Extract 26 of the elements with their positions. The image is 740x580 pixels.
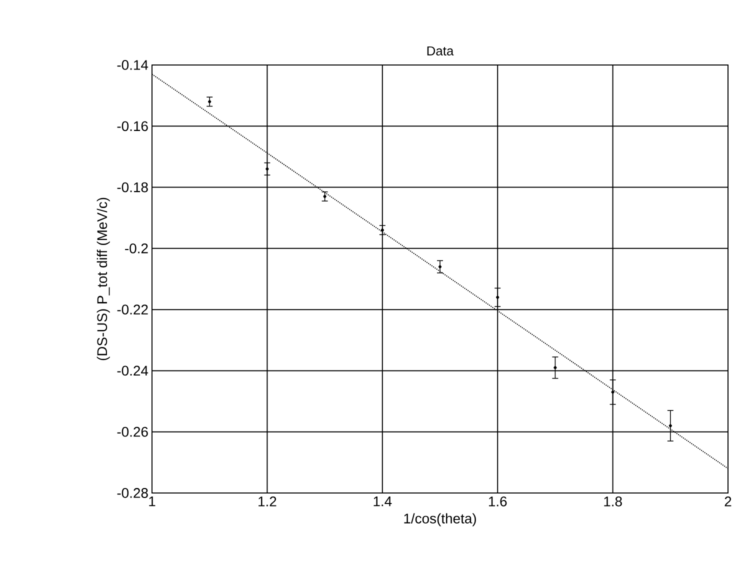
point	[208, 100, 212, 104]
x-tick-label: 2	[724, 496, 732, 506]
point	[323, 194, 326, 198]
y-tick-label: -0.14	[117, 60, 148, 70]
point	[380, 228, 384, 232]
x-tick-label: 1	[149, 496, 156, 506]
y-axis-title: (DS-US) P_tot diff (MeV/c)	[96, 198, 110, 360]
point	[266, 167, 269, 170]
point	[611, 390, 614, 394]
y-tick-label: -0.22	[117, 304, 148, 315]
y-tick-label: -0.18	[117, 182, 148, 192]
y-tick-label: -0.2	[125, 243, 148, 254]
point	[668, 424, 672, 428]
x-tick-label: 1.8	[604, 496, 622, 506]
point	[438, 265, 442, 268]
y-tick-label: -0.26	[117, 426, 148, 437]
y-tick-label: -0.16	[117, 121, 148, 132]
x-tick-label: 1.4	[374, 496, 392, 506]
x-axis-title: 1/cos(theta)	[404, 513, 476, 526]
x-tick-label: 1.2	[258, 496, 276, 506]
point	[554, 366, 557, 370]
y-tick-label: -0.28	[117, 488, 148, 498]
point	[496, 296, 500, 299]
chart-title: Data	[427, 46, 454, 56]
x-tick-label: 1.6	[488, 496, 507, 506]
y-tick-label: -0.24	[117, 366, 148, 376]
